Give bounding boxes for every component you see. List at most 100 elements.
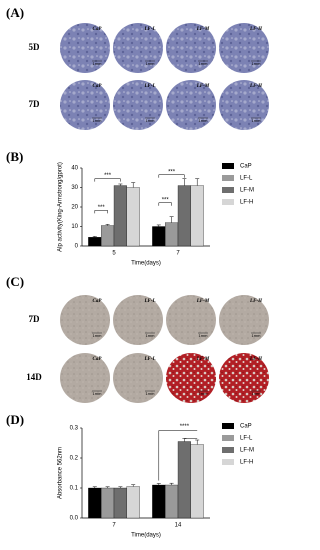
bar — [126, 187, 140, 247]
micrograph — [60, 353, 110, 403]
error-bar — [118, 486, 123, 488]
bracket — [158, 202, 172, 206]
sample-label: LF-M — [196, 357, 210, 362]
bar — [177, 441, 191, 519]
y-tick-label: 0.0 — [70, 516, 79, 522]
annotation: **** — [180, 424, 190, 430]
error-bar — [169, 216, 174, 223]
scale-label: 1mm — [146, 61, 156, 66]
scale-label: 1mm — [93, 333, 103, 338]
row-label: 14D — [26, 372, 42, 382]
x-axis-label: Time(days) — [131, 533, 161, 539]
micrograph — [113, 23, 163, 73]
y-tick-label: 0.3 — [70, 426, 79, 432]
error-bar — [182, 438, 187, 442]
micrograph — [219, 23, 269, 73]
y-tick-label: 0 — [75, 244, 79, 250]
sample-label: LF-H — [249, 299, 263, 304]
scale-label: 1mm — [252, 391, 262, 396]
sample-label: LF-H — [249, 27, 263, 32]
sample-label: LF-L — [143, 84, 155, 89]
legend-label: CaP — [240, 424, 252, 430]
scale-label: 1mm — [93, 61, 103, 66]
error-bar — [169, 482, 174, 485]
bar — [190, 185, 204, 247]
bar — [113, 487, 127, 519]
x-tick-label: 7 — [112, 523, 116, 529]
legend-label: LF-M — [240, 188, 254, 194]
bar — [152, 226, 166, 247]
x-axis-label: Time(days) — [131, 261, 161, 267]
error-bar — [105, 224, 110, 226]
micrograph — [166, 353, 216, 403]
error-bar — [118, 183, 123, 186]
sample-label: LF-H — [249, 357, 263, 362]
scale-label: 1mm — [146, 118, 156, 123]
error-bar — [195, 178, 200, 186]
error-bar — [105, 486, 110, 488]
x-tick-label: 5 — [112, 251, 116, 257]
error-bar — [195, 439, 200, 445]
row-label: 7D — [29, 99, 41, 109]
micrograph — [219, 295, 269, 345]
scale-label: 1mm — [93, 391, 103, 396]
micrograph — [113, 353, 163, 403]
figure: (A) 5D CaP 1mm LF-L 1mm LF-M 1mm LF-H 1mm 7D CaP 1mm… — [6, 5, 269, 539]
x-tick-label: 14 — [175, 523, 182, 529]
micrograph — [60, 295, 110, 345]
micrograph — [219, 353, 269, 403]
legend-label: LF-H — [240, 460, 253, 466]
bar — [126, 486, 140, 519]
sample-label: LF-L — [143, 299, 155, 304]
bar — [165, 484, 179, 519]
scale-label: 1mm — [199, 391, 209, 396]
sample-label: LF-L — [143, 357, 155, 362]
scale-label: 1mm — [146, 391, 156, 396]
y-tick-label: 40 — [71, 166, 78, 172]
legend-label: LF-L — [240, 176, 253, 182]
error-bar — [92, 486, 97, 488]
micrograph — [113, 80, 163, 130]
y-tick-label: 0.2 — [70, 456, 79, 462]
sample-label: LF-H — [249, 84, 263, 89]
legend-label: LF-L — [240, 436, 253, 442]
micrograph — [60, 23, 110, 73]
annotation: *** — [104, 173, 112, 179]
y-tick-label: 30 — [71, 185, 78, 191]
error-bar — [131, 182, 136, 188]
legend-swatch — [222, 199, 234, 205]
sample-label: LF-M — [196, 27, 210, 32]
y-tick-label: 0.1 — [70, 486, 79, 492]
legend-label: LF-H — [240, 200, 253, 206]
error-bar — [131, 484, 136, 487]
panel-label: (A) — [6, 5, 24, 20]
sample-label: CaP — [93, 299, 103, 304]
bar — [190, 444, 204, 519]
y-tick-label: 20 — [71, 205, 78, 211]
row-label: 7D — [29, 314, 41, 324]
legend-swatch — [222, 423, 234, 429]
bracket — [94, 210, 108, 214]
error-bar — [92, 236, 97, 238]
sample-label: CaP — [93, 357, 103, 362]
micrograph — [60, 80, 110, 130]
legend-swatch — [222, 435, 234, 441]
sample-label: LF-M — [196, 299, 210, 304]
micrograph — [166, 80, 216, 130]
bar — [113, 185, 127, 247]
micrograph — [166, 23, 216, 73]
y-tick-label: 10 — [71, 224, 78, 230]
sample-label: CaP — [93, 84, 103, 89]
panel-label: (B) — [6, 149, 23, 164]
scale-label: 1mm — [93, 118, 103, 123]
y-axis-label: Alp activity(King-Armstrong/gprot) — [58, 162, 64, 252]
row-label: 5D — [29, 42, 41, 52]
bracket — [94, 178, 121, 182]
legend-label: LF-M — [240, 448, 254, 454]
bar — [152, 484, 166, 519]
legend-swatch — [222, 447, 234, 453]
bracket — [158, 430, 198, 481]
micrograph — [113, 295, 163, 345]
scale-label: 1mm — [199, 118, 209, 123]
legend-swatch — [222, 459, 234, 465]
